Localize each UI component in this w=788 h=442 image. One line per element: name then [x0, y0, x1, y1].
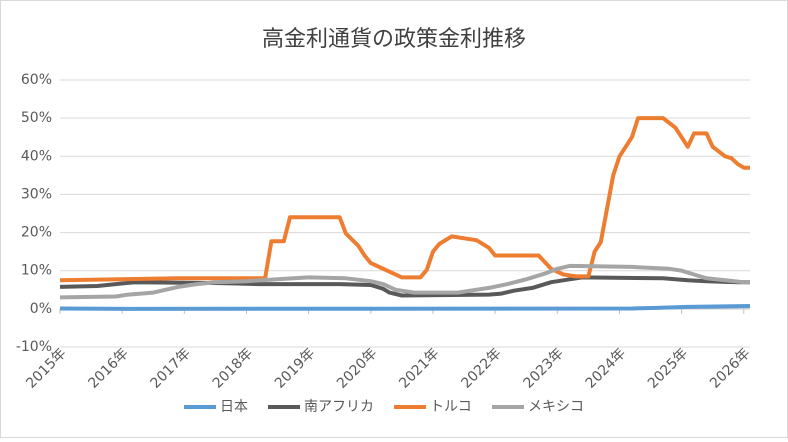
series-line: [59, 263, 750, 300]
legend-label: 南アフリカ: [304, 399, 374, 415]
series-line: [59, 304, 751, 311]
series-line: [59, 116, 750, 283]
chart-title: 高金利通貨の政策金利推移: [262, 27, 526, 52]
y-tick-label: 30%: [21, 186, 52, 202]
legend-label: トルコ: [430, 399, 472, 415]
legend-label: 日本: [220, 399, 248, 415]
legend-label: メキシコ: [528, 399, 584, 415]
y-tick-label: 40%: [21, 148, 52, 164]
y-tick-label: 20%: [21, 225, 52, 241]
y-tick-label: 0%: [30, 301, 52, 317]
y-tick-label: -10%: [16, 339, 52, 355]
y-tick-label: 60%: [21, 72, 52, 88]
series-line: [59, 275, 750, 298]
y-tick-label: 50%: [21, 110, 52, 126]
y-tick-label: 10%: [21, 263, 52, 279]
